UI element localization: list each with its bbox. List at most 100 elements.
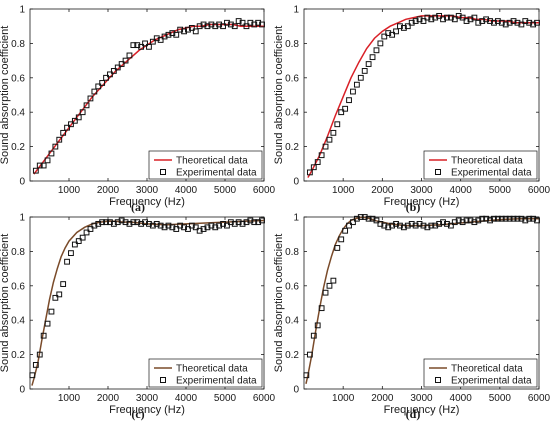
experimental-data-point	[231, 23, 238, 30]
experimental-data-point	[459, 14, 466, 21]
legend-entry-label: Theoretical data	[176, 364, 248, 375]
experimental-data-point	[369, 54, 376, 61]
experimental-data-point	[235, 18, 242, 24]
experimental-data-point	[75, 114, 82, 121]
experimental-data-point	[526, 215, 533, 222]
x-tick-label: 6000	[253, 185, 276, 196]
x-tick-label: 2000	[371, 393, 394, 404]
experimental-data-point	[134, 42, 141, 49]
experimental-data-point	[318, 305, 325, 312]
experimental-data-point	[212, 224, 219, 231]
experimental-data-point	[385, 30, 392, 36]
experimental-data-point	[149, 222, 156, 229]
experimental-data-point	[60, 281, 67, 287]
experimental-data-point	[224, 19, 230, 26]
experimental-data-point	[196, 23, 203, 30]
y-tick-label: 0.2	[285, 350, 299, 361]
experimental-data-point	[479, 18, 486, 24]
experimental-data-point	[400, 25, 407, 31]
experimental-data-point	[475, 217, 482, 224]
legend-marker-swatch	[435, 377, 441, 383]
experimental-data-point	[514, 19, 521, 26]
experimental-data-point	[389, 222, 396, 229]
experimental-data-point	[196, 227, 203, 234]
experimental-data-point	[408, 19, 415, 26]
experimental-data-point	[518, 21, 525, 28]
experimental-data-point	[157, 37, 164, 43]
x-axis-label: Frequency (Hz)	[109, 196, 185, 208]
experimental-data-point	[369, 215, 376, 222]
y-tick-label: 0.8	[285, 39, 299, 50]
experimental-data-point	[71, 241, 78, 248]
legend-marker-swatch	[435, 169, 441, 175]
experimental-data-point	[314, 322, 321, 329]
y-axis-label: Sound absorption coefficient	[0, 234, 11, 373]
experimental-data-point	[68, 250, 74, 257]
experimental-data-point	[471, 219, 478, 226]
experimental-data-point	[107, 71, 113, 78]
experimental-data-point	[436, 220, 443, 227]
experimental-data-point	[404, 222, 411, 229]
experimental-data-point	[204, 224, 211, 231]
y-tick-label: 0.4	[11, 316, 25, 327]
experimental-data-point	[483, 215, 490, 222]
experimental-data-point	[99, 80, 106, 86]
experimental-data-point	[259, 217, 265, 224]
chart-panel: 0 0.2 0.4 0.6 0.8 1 1000 2000 3000 4000 5000 6000 Fr…	[0, 213, 276, 422]
experimental-data-point	[231, 220, 238, 227]
experimental-data-point	[346, 97, 352, 104]
experimental-data-point	[491, 19, 497, 26]
experimental-data-point	[216, 222, 223, 229]
experimental-data-point	[118, 61, 125, 67]
x-tick-label: 6000	[528, 393, 550, 404]
experimental-data-point	[397, 222, 403, 229]
experimental-data-point	[169, 30, 176, 36]
y-tick-label: 0.6	[11, 281, 25, 292]
experimental-data-point	[110, 68, 117, 74]
x-tick-label: 2000	[97, 185, 120, 196]
experimental-data-point	[510, 18, 517, 24]
experimental-data-point	[71, 117, 78, 124]
y-tick-label: 0.6	[11, 73, 25, 84]
experimental-data-point	[60, 129, 67, 136]
experimental-data-point	[91, 88, 98, 95]
experimental-data-point	[326, 136, 333, 143]
x-tick-label: 1000	[332, 393, 355, 404]
experimental-data-point	[64, 258, 70, 265]
experimental-data-point	[32, 167, 39, 174]
experimental-data-point	[530, 21, 537, 28]
experimental-data-point	[353, 215, 360, 222]
experimental-data-point	[424, 224, 431, 231]
experimental-data-point	[373, 47, 380, 54]
x-axis-label: Frequency (Hz)	[109, 404, 185, 416]
experimental-data-point	[444, 220, 450, 227]
x-tick-label: 1000	[58, 393, 81, 404]
experimental-data-point	[467, 217, 474, 224]
experimental-data-point	[122, 57, 129, 64]
x-tick-label: 1000	[332, 185, 355, 196]
y-tick-label: 1	[293, 5, 299, 16]
x-tick-label: 2000	[371, 185, 394, 196]
experimental-data-point	[177, 26, 184, 33]
experimental-data-point	[36, 162, 43, 169]
experimental-data-point	[491, 215, 497, 222]
experimental-data-point	[502, 215, 509, 222]
experimental-data-point	[479, 215, 486, 222]
y-axis-label: Sound absorption coefficient	[273, 234, 285, 373]
experimental-data-point	[393, 220, 399, 227]
experimental-data-point	[350, 219, 356, 226]
experimental-data-point	[365, 215, 372, 222]
chart-panel: 0 0.2 0.4 0.6 0.8 1 1000 2000 3000 4000 5000 6000 Fr…	[273, 213, 550, 422]
experimental-data-point	[475, 19, 482, 26]
x-axis-label: Frequency (Hz)	[384, 404, 460, 416]
experimental-data-point	[181, 224, 187, 231]
experimental-data-point	[530, 215, 537, 222]
experimental-data-point	[303, 372, 310, 379]
experimental-data-point	[208, 21, 215, 28]
legend-entry-label: Experimental data	[451, 168, 532, 179]
y-tick-label: 1	[19, 213, 25, 224]
experimental-data-point	[220, 220, 226, 227]
experimental-data-point	[200, 226, 207, 232]
y-axis-label: Sound absorption coefficient	[0, 26, 11, 165]
